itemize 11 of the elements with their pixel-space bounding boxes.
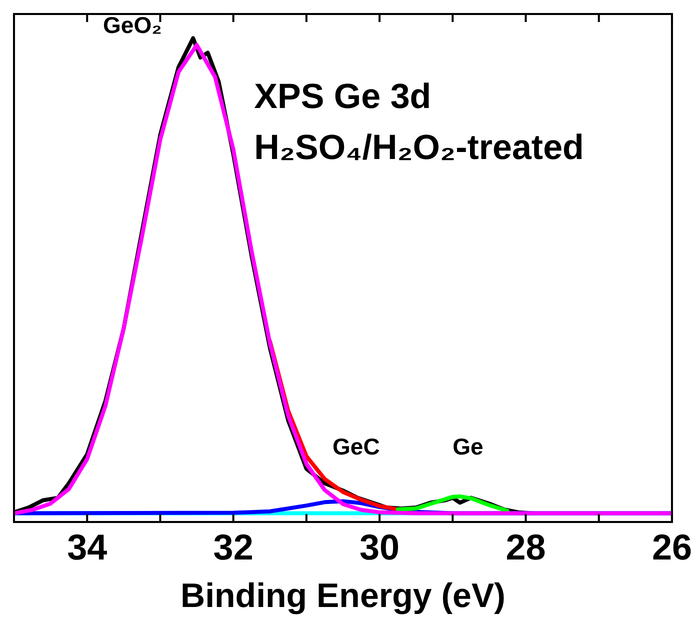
annotation: Ge bbox=[452, 434, 484, 460]
x-axis-title: Binding Energy (eV) bbox=[180, 576, 506, 615]
x-tick-label: 30 bbox=[360, 526, 400, 568]
x-tick-label: 28 bbox=[506, 526, 546, 568]
x-tick-label: 32 bbox=[213, 526, 254, 568]
x-tick-label: 26 bbox=[652, 526, 692, 568]
x-tick-label: 34 bbox=[67, 526, 108, 568]
text: H₂SO₄/H₂O₂-treated bbox=[254, 128, 584, 167]
annotation: GeC bbox=[332, 434, 380, 460]
text: GeO₂ bbox=[103, 12, 162, 38]
text: XPS Ge 3d bbox=[254, 76, 432, 116]
